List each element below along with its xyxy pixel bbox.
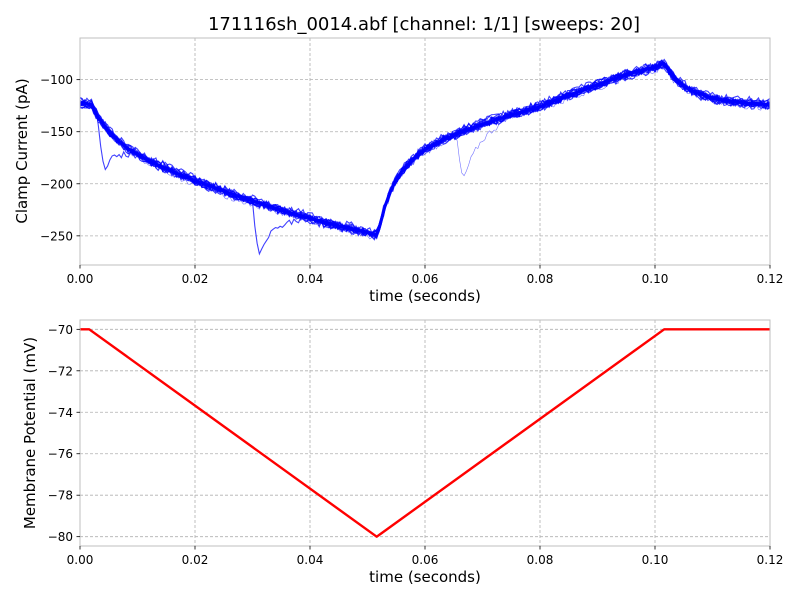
bottom-y-tick-label: −74 xyxy=(48,406,73,420)
bottom-ticks: 0.00 0.02 0.04 0.06 0.08 0.10 0.12 −80 −78 −76 −74… xyxy=(48,323,784,567)
top-x-tick-label: 0.00 xyxy=(67,272,94,286)
bottom-y-tick-label: −78 xyxy=(48,489,73,503)
top-sweeps xyxy=(79,58,771,256)
top-x-tick-label: 0.02 xyxy=(182,272,209,286)
bottom-x-tick-label: 0.06 xyxy=(412,553,439,567)
bottom-y-tick-label: −76 xyxy=(48,447,73,461)
bottom-x-tick-label: 0.00 xyxy=(67,553,94,567)
clamp-current-panel: 0.00 0.02 0.04 0.06 0.08 0.10 0.12 −250 −200 −150… xyxy=(13,37,783,305)
chart-title: 171116sh_0014.abf [channel: 1/1] [sweeps… xyxy=(208,14,640,35)
top-x-tick-label: 0.12 xyxy=(757,272,784,286)
bottom-x-tick-label: 0.04 xyxy=(297,553,324,567)
bottom-y-tick-label: −80 xyxy=(48,530,73,544)
bottom-y-axis-label: Membrane Potential (mV) xyxy=(21,337,39,529)
top-y-tick-label: −100 xyxy=(40,73,73,87)
membrane-potential-panel: 0.00 0.02 0.04 0.06 0.08 0.10 0.12 −80 −78 −76 −74… xyxy=(21,319,784,586)
top-y-axis-label: Clamp Current (pA) xyxy=(13,78,31,223)
top-y-tick-label: −200 xyxy=(40,177,73,191)
top-x-tick-label: 0.04 xyxy=(297,272,324,286)
top-ticks: 0.00 0.02 0.04 0.06 0.08 0.10 0.12 −250 −200 −150… xyxy=(40,73,783,286)
bottom-x-tick-label: 0.08 xyxy=(527,553,554,567)
top-grid xyxy=(80,38,770,265)
top-x-tick-label: 0.06 xyxy=(412,272,439,286)
bottom-grid xyxy=(80,320,770,546)
bottom-sweeps xyxy=(80,328,770,538)
top-x-axis-label: time (seconds) xyxy=(369,287,481,305)
current-mean-line xyxy=(80,61,771,237)
bottom-y-tick-label: −70 xyxy=(48,323,73,337)
top-x-tick-label: 0.10 xyxy=(642,272,669,286)
current-sweep-line xyxy=(79,59,771,235)
bottom-x-axis-label: time (seconds) xyxy=(369,568,481,586)
bottom-y-tick-label: −72 xyxy=(48,364,73,378)
top-y-tick-label: −150 xyxy=(40,125,73,139)
bottom-x-tick-label: 0.02 xyxy=(182,553,209,567)
voltage-command-line xyxy=(80,328,770,538)
top-x-tick-label: 0.08 xyxy=(527,272,554,286)
bottom-x-tick-label: 0.10 xyxy=(642,553,669,567)
bottom-x-tick-label: 0.12 xyxy=(757,553,784,567)
top-y-tick-label: −250 xyxy=(40,229,73,243)
